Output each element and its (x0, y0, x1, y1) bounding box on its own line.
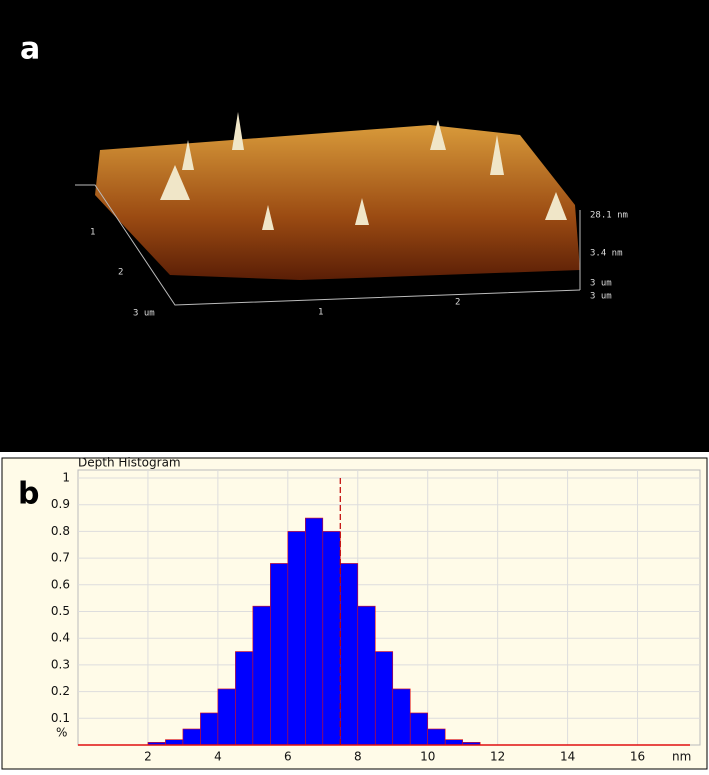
bar (409, 712, 429, 746)
x-tick-label: 2 (144, 750, 152, 764)
bar (339, 563, 359, 746)
x-tick-label: 16 (630, 750, 645, 764)
y-tick-label: 0.8 (51, 524, 70, 538)
bar (322, 531, 341, 746)
afm-surface (75, 112, 581, 306)
y-tick-label: 1 (62, 471, 70, 485)
afm-axis-label: 3 um (590, 292, 612, 302)
y-tick-label: 0.5 (51, 604, 70, 618)
y-axis-label: % (56, 726, 67, 740)
afm-axis-label: 3 um (590, 279, 612, 289)
x-tick-label: 12 (490, 750, 505, 764)
x-tick-label: 14 (560, 750, 575, 764)
bar (444, 739, 463, 746)
bar (357, 605, 376, 746)
y-tick-label: 0.6 (51, 577, 70, 591)
afm-axis-label: 3.4 nm (590, 249, 623, 259)
afm-axis-label: 1 (90, 228, 95, 238)
bar (252, 605, 271, 746)
bar (392, 688, 411, 746)
x-axis-label: nm (672, 750, 691, 764)
y-tick-label: 0.2 (51, 684, 70, 698)
y-tick-label: 0.4 (51, 631, 70, 645)
bar (287, 531, 306, 746)
panel-label: b (18, 477, 39, 512)
x-tick-label: 6 (284, 750, 292, 764)
x-tick-label: 10 (420, 750, 435, 764)
afm-axis-label: 28.1 nm (590, 211, 628, 221)
afm-axis-label: 2 (455, 298, 460, 308)
bar (217, 688, 236, 746)
y-tick-label: 0.3 (51, 657, 70, 671)
chart-title: Depth Histogram (78, 456, 181, 470)
bar (374, 651, 394, 746)
panel-label: a (20, 32, 40, 67)
y-tick-label: 0.1 (51, 711, 70, 725)
bar (182, 728, 201, 746)
bar (270, 563, 289, 746)
y-tick-label: 0.7 (51, 551, 70, 565)
afm-axis-label: 1 (318, 308, 323, 318)
x-tick-label: 8 (354, 750, 362, 764)
afm-axis-label: 3 um (133, 309, 155, 319)
x-tick-label: 4 (214, 750, 222, 764)
afm-axis-label: 2 (118, 268, 123, 278)
bar (235, 651, 254, 746)
bar (305, 517, 324, 746)
bar (200, 712, 219, 746)
bar (427, 728, 446, 746)
bar (165, 739, 184, 746)
y-tick-label: 0.9 (51, 497, 70, 511)
